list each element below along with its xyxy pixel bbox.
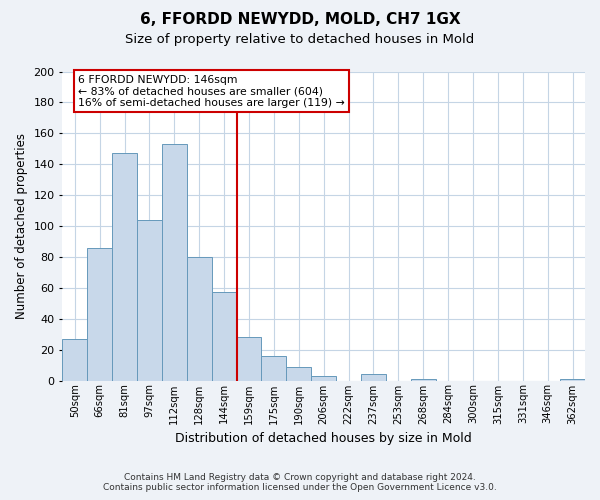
Text: Size of property relative to detached houses in Mold: Size of property relative to detached ho… [125,32,475,46]
Bar [560,379,585,380]
Bar [112,154,137,380]
Bar [361,374,386,380]
Text: 6, FFORDD NEWYDD, MOLD, CH7 1GX: 6, FFORDD NEWYDD, MOLD, CH7 1GX [140,12,460,28]
Bar [87,248,112,380]
Bar [212,292,236,380]
Bar [137,220,162,380]
Bar [187,257,212,380]
Bar [286,366,311,380]
Bar [262,356,286,380]
Bar [62,339,87,380]
Bar [311,376,336,380]
X-axis label: Distribution of detached houses by size in Mold: Distribution of detached houses by size … [175,432,472,445]
Text: Contains HM Land Registry data © Crown copyright and database right 2024.
Contai: Contains HM Land Registry data © Crown c… [103,473,497,492]
Bar [236,338,262,380]
Bar [162,144,187,380]
Bar [411,379,436,380]
Text: 6 FFORDD NEWYDD: 146sqm
← 83% of detached houses are smaller (604)
16% of semi-d: 6 FFORDD NEWYDD: 146sqm ← 83% of detache… [78,74,345,108]
Y-axis label: Number of detached properties: Number of detached properties [15,133,28,319]
